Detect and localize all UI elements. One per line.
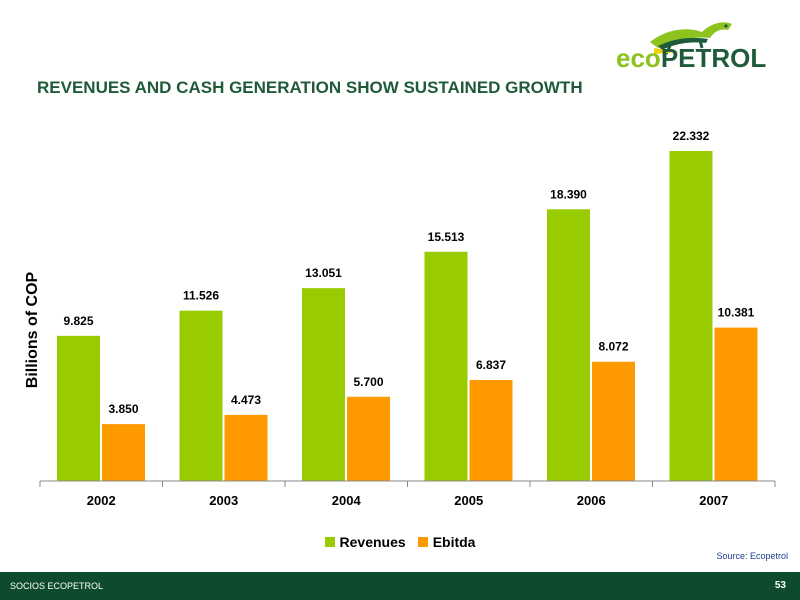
bar-ebitda-2005 bbox=[469, 379, 513, 481]
value-label-revenues-2003: 11.526 bbox=[183, 289, 219, 303]
footer-label: SOCIOS ECOPETROL bbox=[10, 581, 104, 591]
iguana-icon bbox=[650, 22, 732, 55]
legend-label-ebitda: Ebitda bbox=[432, 534, 476, 550]
page-number: 53 bbox=[774, 580, 786, 591]
bar-ebitda-2004 bbox=[347, 396, 390, 481]
bar-revenues-2006 bbox=[547, 209, 590, 481]
bar-ebitda-2006 bbox=[592, 361, 635, 481]
tick-label-2003: 2003 bbox=[209, 493, 238, 508]
legend-item-revenues: Revenues bbox=[324, 534, 406, 550]
bar-revenues-2005 bbox=[424, 251, 468, 481]
value-label-revenues-2004: 13.051 bbox=[305, 266, 342, 280]
value-label-revenues-2007: 22.332 bbox=[673, 129, 710, 143]
tick-label-2005: 2005 bbox=[454, 493, 483, 508]
value-label-revenues-2002: 9.825 bbox=[63, 314, 93, 328]
value-label-ebitda-2002: 3.850 bbox=[108, 402, 138, 416]
slide-title: REVENUES AND CASH GENERATION SHOW SUSTAI… bbox=[37, 78, 583, 97]
bar-ebitda-2003 bbox=[224, 414, 268, 481]
legend-label-revenues: Revenues bbox=[339, 534, 406, 550]
chart-legend: Revenues Ebitda bbox=[0, 534, 800, 550]
bar-ebitda-2007 bbox=[714, 327, 758, 481]
tick-label-2004: 2004 bbox=[332, 493, 362, 508]
bar-revenues-2003 bbox=[179, 310, 223, 481]
legend-swatch-ebitda bbox=[417, 537, 428, 547]
chart-value-labels: 9.825 3.850 11.526 4.473 13.051 5.700 15.513 6.… bbox=[63, 129, 754, 416]
legend-swatch-revenues bbox=[324, 537, 335, 547]
value-label-ebitda-2003: 4.473 bbox=[231, 393, 261, 407]
bar-revenues-2004 bbox=[302, 288, 345, 481]
value-label-revenues-2005: 15.513 bbox=[428, 230, 465, 244]
value-label-ebitda-2007: 10.381 bbox=[718, 306, 755, 320]
tick-label-2002: 2002 bbox=[87, 493, 116, 508]
legend-item-ebitda: Ebitda bbox=[417, 534, 476, 550]
chart-bars bbox=[57, 151, 758, 481]
footer-bar: SOCIOS ECOPETROL 53 bbox=[0, 572, 800, 600]
value-label-ebitda-2006: 8.072 bbox=[598, 340, 628, 354]
value-label-revenues-2006: 18.390 bbox=[550, 187, 587, 201]
value-label-ebitda-2004: 5.700 bbox=[353, 375, 383, 389]
x-axis-ticks bbox=[39, 481, 776, 487]
source-note: Source: Ecopetrol bbox=[716, 551, 788, 561]
logo-text: ecoPETROL bbox=[616, 43, 766, 72]
bar-revenues-2007 bbox=[669, 151, 713, 481]
bar-revenues-2002 bbox=[57, 335, 100, 481]
tick-label-2007: 2007 bbox=[699, 493, 728, 508]
y-axis-label: Billions of COP bbox=[24, 271, 41, 388]
value-label-ebitda-2005: 6.837 bbox=[476, 358, 506, 372]
x-axis-tick-labels: 2002 2003 2004 2005 2006 2007 bbox=[87, 493, 728, 508]
bar-ebitda-2002 bbox=[102, 424, 145, 481]
ecopetrol-logo: ecoPETROL bbox=[616, 22, 766, 72]
tick-label-2006: 2006 bbox=[577, 493, 606, 508]
